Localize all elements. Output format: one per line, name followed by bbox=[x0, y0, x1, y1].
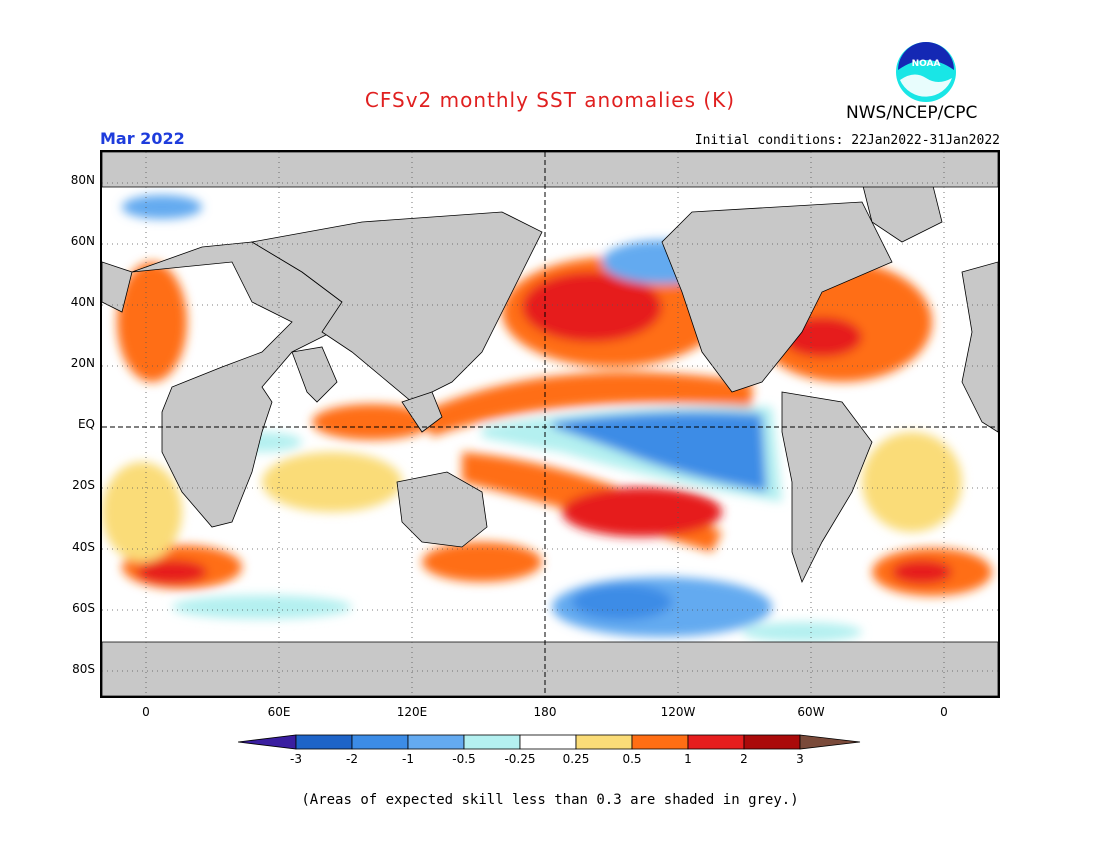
colorbar-swatch bbox=[238, 734, 297, 750]
lon-label: 0 bbox=[142, 705, 150, 719]
colorbar bbox=[238, 734, 861, 750]
colorbar-label: -3 bbox=[290, 752, 302, 766]
lon-label: 0 bbox=[940, 705, 948, 719]
lon-label: 120E bbox=[396, 705, 428, 719]
lat-label: 60S bbox=[72, 601, 95, 615]
colorbar-label: 2 bbox=[740, 752, 748, 766]
agency-label: NWS/NCEP/CPC bbox=[846, 103, 978, 123]
logo-text: NOAA bbox=[912, 59, 941, 69]
colorbar-swatch bbox=[687, 734, 745, 750]
lat-label: 40S bbox=[72, 540, 95, 554]
skill-footnote: (Areas of expected skill less than 0.3 a… bbox=[301, 792, 799, 808]
lat-label: 60N bbox=[70, 234, 95, 248]
colorbar-swatch bbox=[575, 734, 633, 750]
colorbar-swatch bbox=[519, 734, 577, 750]
map-title: CFSv2 monthly SST anomalies (K) bbox=[0, 88, 1100, 112]
colorbar-swatch bbox=[631, 734, 689, 750]
lon-label: 60E bbox=[267, 705, 291, 719]
graticule bbox=[102, 152, 998, 696]
lat-label: EQ bbox=[77, 417, 95, 431]
colorbar-label: 3 bbox=[796, 752, 804, 766]
forecast-month: Mar 2022 bbox=[100, 129, 185, 148]
lon-label: 60W bbox=[797, 705, 825, 719]
lat-label: 40N bbox=[70, 295, 95, 309]
colorbar-swatch bbox=[743, 734, 801, 750]
reference-lines bbox=[102, 152, 998, 696]
noaa-logo: NOAA bbox=[894, 40, 958, 104]
colorbar-swatch bbox=[799, 734, 861, 750]
land bbox=[102, 152, 998, 696]
colorbar-swatch bbox=[351, 734, 409, 750]
colorbar-swatch bbox=[295, 734, 353, 750]
colorbar-label: 1 bbox=[684, 752, 692, 766]
colorbar-label: -0.5 bbox=[452, 752, 476, 766]
colorbar-label: 0.25 bbox=[562, 752, 590, 766]
colorbar-label: -0.25 bbox=[504, 752, 536, 766]
lat-label: 20N bbox=[70, 356, 95, 370]
lon-label: 180 bbox=[533, 705, 557, 719]
colorbar-label: 0.5 bbox=[622, 752, 642, 766]
colorbar-swatch bbox=[463, 734, 521, 750]
lat-label: 80S bbox=[72, 662, 95, 676]
map-canvas bbox=[102, 152, 998, 696]
lon-label: 120W bbox=[660, 705, 696, 719]
colorbar-label: -2 bbox=[346, 752, 358, 766]
lat-label: 20S bbox=[72, 478, 95, 492]
colorbar-label: -1 bbox=[402, 752, 414, 766]
title-text: CFSv2 monthly SST anomalies (K) bbox=[364, 88, 736, 112]
lat-label: 80N bbox=[70, 173, 95, 187]
sst-anomaly-map bbox=[100, 150, 1000, 698]
colorbar-swatch bbox=[407, 734, 465, 750]
initial-conditions: Initial conditions: 22Jan2022-31Jan2022 bbox=[694, 133, 1000, 148]
